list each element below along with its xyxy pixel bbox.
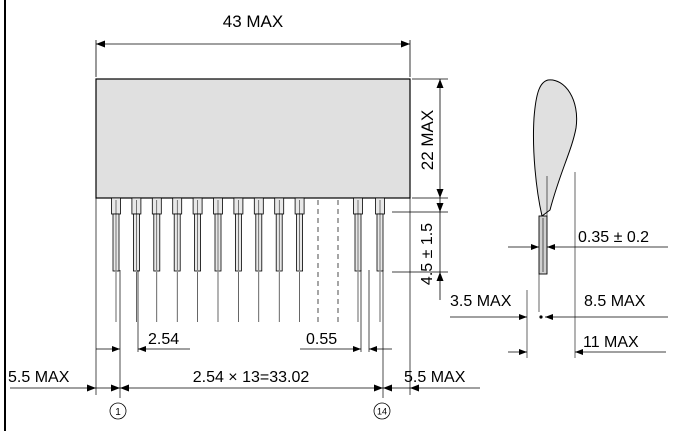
pin-extension-lines [95,198,411,398]
height-label: 22 MAX [418,110,437,170]
pin-8 [253,197,264,322]
width-dimension: 43 MAX [95,12,411,77]
span-label: 2.54 × 13=33.02 [193,369,310,386]
pin-1-marker: 1 [109,402,127,420]
span-dimension: 5.5 MAX 2.54 × 13=33.02 5.5 MAX [8,369,480,392]
pin-5 [192,197,203,322]
pin-width-dimension: 0.55 [300,270,392,352]
side-view: 0.35 ± 0.2 3.5 MAX 8.5 MAX 11 MAX [450,79,668,358]
pin-2 [131,197,142,322]
depth-label: 8.5 MAX [584,293,646,310]
offset-label: 3.5 MAX [450,293,512,310]
pitch-label: 2.54 [148,331,179,348]
pin-1-label: 1 [115,407,121,418]
pin-3 [151,197,162,322]
height-dimension: 22 MAX [412,78,448,199]
pin-length-dimension: 4.5 ± 1.5 [392,198,448,300]
pin-6 [213,197,223,322]
right-margin-label: 5.5 MAX [404,369,466,386]
pin-7 [233,197,244,322]
pin-4 [172,197,183,322]
left-margin-label: 5.5 MAX [8,369,70,386]
pin-width-label: 0.55 [306,331,337,348]
thickness-label: 0.35 ± 0.2 [578,229,649,246]
package-body [95,78,411,199]
pin-14-marker: 14 [373,402,391,420]
pin-10 [294,197,305,322]
side-body [532,79,578,217]
pin-length-label: 4.5 ± 1.5 [419,223,436,285]
overall-label: 11 MAX [583,334,639,351]
pin-row [111,197,385,322]
pin-14 [375,197,385,322]
pitch-dimension: 2.54 [96,331,190,352]
width-label: 43 MAX [223,12,283,31]
pin-1 [111,197,121,322]
pin-9 [274,197,285,322]
pin-13 [353,197,363,322]
pin-14-label: 14 [377,407,387,417]
